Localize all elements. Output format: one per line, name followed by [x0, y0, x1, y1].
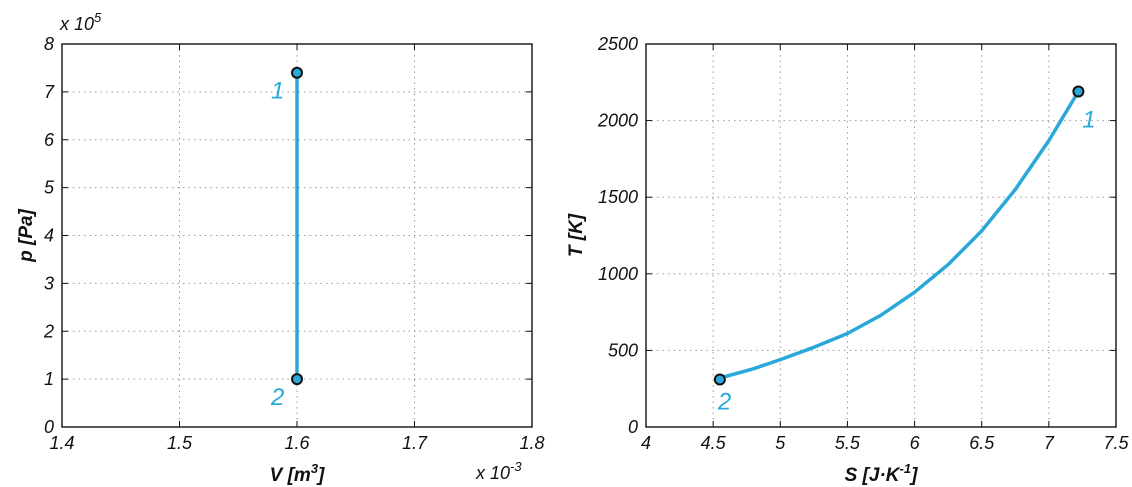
y-tick-label: 1000 — [598, 264, 638, 284]
state-point-label: 1 — [1082, 106, 1095, 133]
y-tick-label: 8 — [44, 34, 54, 54]
series-line — [718, 89, 1081, 380]
state-point-1 — [291, 66, 303, 79]
y-tick-label: 0 — [44, 417, 54, 437]
x-tick-label: 7 — [1044, 433, 1055, 453]
x-tick-label: 1.7 — [402, 433, 428, 453]
x-tick-label: 6 — [910, 433, 921, 453]
plot-frame — [645, 43, 1117, 428]
y-tick-label: 2500 — [597, 34, 638, 54]
y-axis-label: T [K] — [566, 213, 587, 257]
x-axis-label: S [J·K-1] — [845, 461, 918, 486]
y-axis-multiplier: x 105 — [59, 10, 102, 34]
state-point-2 — [713, 373, 726, 386]
x-tick-label: 6.5 — [969, 433, 995, 453]
x-tick-label: 4 — [641, 433, 651, 453]
y-tick-label: 0 — [628, 417, 638, 437]
chart-2: 4 4.5 5 5.5 6 6.5 7 7.5 0 500 1000 1500 2000 2500 S [J… — [566, 34, 1129, 486]
chart-1: 1.4 1.5 1.6 1.7 1.8 0 1 2 3 4 5 6 7 8x 105 x 10-3 V [m3… — [16, 10, 545, 486]
state-point-1 — [1072, 85, 1085, 98]
x-axis-label: V [m3] — [270, 461, 325, 486]
y-tick-label: 2000 — [597, 111, 638, 131]
y-tick-label: 2 — [43, 321, 54, 341]
x-axis-multiplier: x 10-3 — [475, 459, 522, 483]
x-tick-label: 5 — [775, 433, 786, 453]
x-tick-label: 1.8 — [519, 433, 544, 453]
y-tick-label: 500 — [608, 340, 638, 360]
y-tick-label: 1500 — [598, 187, 638, 207]
state-point-2 — [291, 373, 303, 386]
y-tick-label: 6 — [44, 130, 55, 150]
state-point-label: 2 — [717, 389, 731, 416]
y-tick-label: 4 — [44, 226, 54, 246]
y-tick-label: 1 — [44, 369, 54, 389]
y-tick-label: 5 — [44, 178, 55, 198]
x-tick-label: 1.4 — [49, 433, 74, 453]
x-tick-label: 7.5 — [1103, 433, 1129, 453]
y-axis-label: p [Pa] — [16, 208, 37, 262]
x-tick-label: 4.5 — [701, 433, 727, 453]
y-tick-label: 3 — [44, 273, 54, 293]
state-point-label: 2 — [270, 384, 284, 411]
state-point-label: 1 — [271, 78, 284, 105]
y-tick-label: 7 — [44, 82, 55, 102]
x-tick-label: 5.5 — [835, 433, 861, 453]
x-tick-label: 1.6 — [284, 433, 310, 453]
x-tick-label: 1.5 — [167, 433, 193, 453]
